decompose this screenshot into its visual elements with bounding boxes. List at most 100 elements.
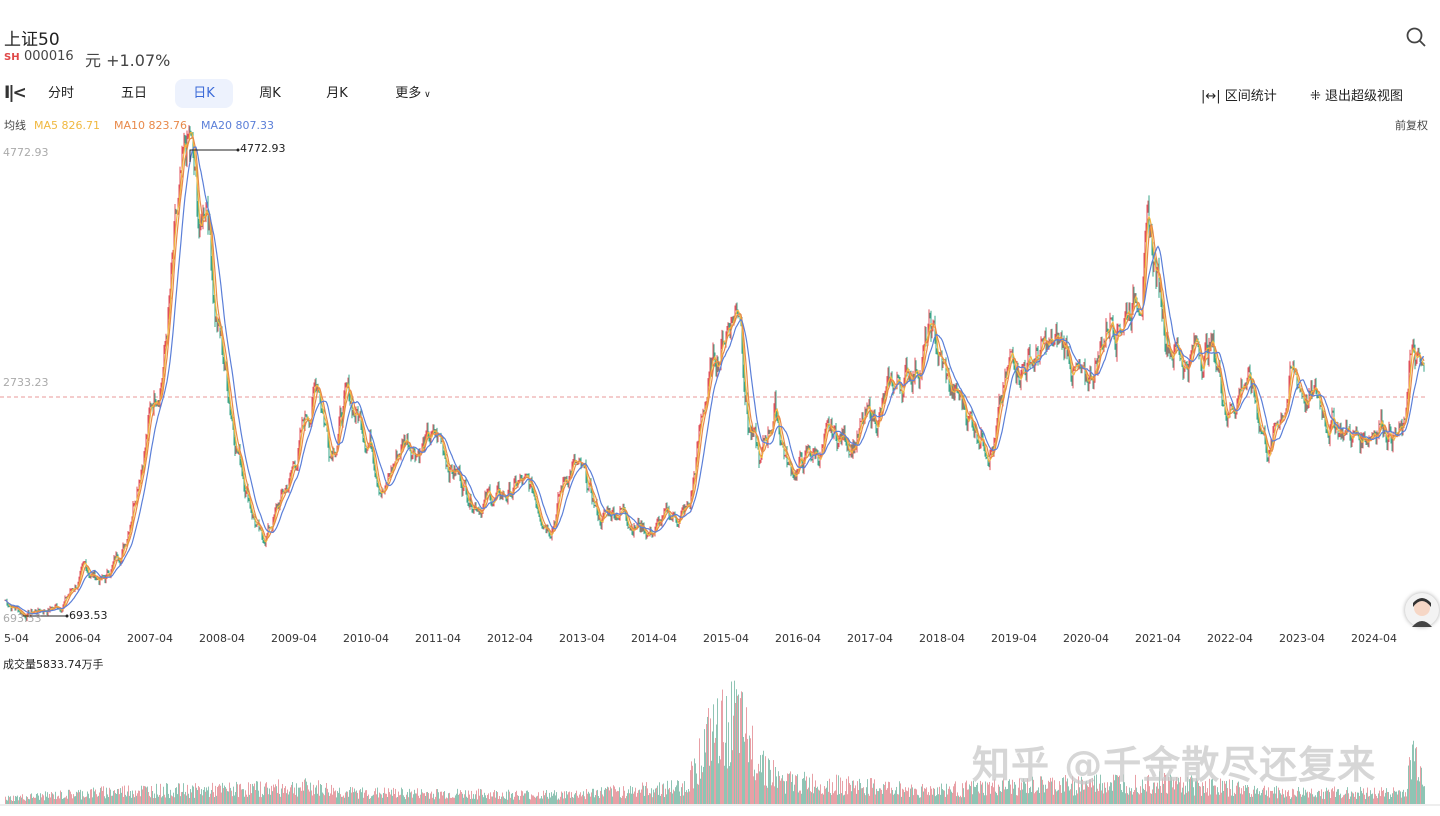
volume-bar <box>659 782 660 804</box>
volume-bar <box>271 785 272 804</box>
volume-bar <box>1047 788 1048 804</box>
volume-bar <box>383 792 384 804</box>
volume-bar <box>845 791 846 804</box>
volume-bar <box>488 793 489 804</box>
volume-bar <box>895 790 896 804</box>
volume-bar <box>827 780 828 804</box>
tab-intraday[interactable]: 分时 <box>47 86 74 101</box>
volume-bar <box>1343 795 1344 804</box>
volume-bar <box>1275 793 1276 804</box>
volume-bar <box>927 794 928 804</box>
tab-weekly-k[interactable]: 周K <box>259 86 281 101</box>
volume-bar <box>1170 774 1171 804</box>
volume-bar <box>380 793 381 804</box>
volume-bar <box>1120 784 1121 804</box>
volume-bar <box>385 793 386 804</box>
tab-five-day[interactable]: 五日 <box>120 86 147 101</box>
volume-bar <box>151 786 152 804</box>
volume-bar <box>318 780 319 804</box>
volume-bar <box>745 733 746 804</box>
volume-bar <box>221 792 222 804</box>
volume-bar <box>524 793 525 804</box>
volume-bar <box>1394 790 1395 804</box>
volume-bar <box>926 787 927 804</box>
volume-bar <box>1297 790 1298 804</box>
kline-toggle-icon[interactable]: I|< <box>4 83 27 103</box>
volume-bar <box>769 760 770 804</box>
volume-bar <box>925 788 926 804</box>
volume-bar <box>360 789 361 804</box>
volume-bar <box>572 797 573 804</box>
volume-bar <box>685 792 686 804</box>
volume-bar <box>24 799 25 804</box>
volume-bar <box>583 791 584 804</box>
volume-bar <box>42 794 43 804</box>
tab-more[interactable]: 更多 ∨ <box>384 79 442 108</box>
volume-bar <box>200 794 201 804</box>
volume-bar <box>600 790 601 804</box>
volume-bar <box>180 796 181 804</box>
adjust-mode-button[interactable]: 前复权 <box>1395 119 1428 132</box>
volume-bar <box>718 763 719 804</box>
tab-daily-k[interactable]: 日K <box>175 79 233 108</box>
volume-bar <box>1168 777 1169 804</box>
volume-bar <box>1189 779 1190 804</box>
volume-bar <box>725 742 726 804</box>
volume-bar <box>1176 777 1177 804</box>
volume-bar <box>1159 771 1160 804</box>
volume-bar <box>34 797 35 804</box>
volume-bar <box>61 792 62 804</box>
volume-bar <box>589 793 590 804</box>
x-tick-label: 2013-04 <box>559 632 605 645</box>
volume-bar <box>573 797 574 804</box>
volume-bar <box>408 797 409 804</box>
volume-bar <box>1044 792 1045 804</box>
volume-bar <box>1051 781 1052 804</box>
volume-bar <box>473 794 474 804</box>
volume-bar <box>464 794 465 804</box>
search-icon[interactable] <box>1405 26 1427 48</box>
volume-bar <box>1134 790 1135 804</box>
volume-bar <box>722 689 723 804</box>
x-tick-label: 2014-04 <box>631 632 677 645</box>
volume-bar <box>974 786 975 804</box>
volume-bar <box>1257 788 1258 804</box>
volume-bar <box>477 799 478 804</box>
volume-bar <box>170 789 171 804</box>
volume-bar <box>259 796 260 804</box>
volume-bar <box>452 797 453 804</box>
volume-bar <box>752 725 753 804</box>
volume-bar <box>366 790 367 804</box>
volume-bar <box>987 782 988 804</box>
range-stats-button[interactable]: |↔| 区间统计 <box>1201 85 1277 104</box>
volume-bar <box>810 791 811 804</box>
volume-bar <box>961 797 962 804</box>
volume-bar <box>511 793 512 804</box>
volume-bar <box>673 789 674 804</box>
volume-bar <box>101 786 102 804</box>
volume-bar <box>1038 787 1039 804</box>
assistant-avatar[interactable] <box>1405 593 1439 627</box>
volume-bar <box>300 787 301 804</box>
volume-bar <box>1395 791 1396 804</box>
volume-bar <box>839 794 840 804</box>
volume-bar <box>1424 786 1425 804</box>
volume-bar <box>1196 778 1197 804</box>
volume-bar <box>1370 790 1371 804</box>
chevron-down-icon: ∨ <box>421 90 431 100</box>
volume-bar <box>1345 793 1346 804</box>
volume-bar <box>1380 796 1381 804</box>
exit-super-view-button[interactable]: ⁜ 退出超级视图 <box>1310 85 1403 104</box>
volume-bar <box>31 793 32 804</box>
volume-bar <box>712 731 713 804</box>
volume-bar <box>549 792 550 804</box>
x-tick-label: 2020-04 <box>1063 632 1109 645</box>
volume-bar <box>1043 784 1044 804</box>
tab-monthly-k[interactable]: 月K <box>326 86 348 101</box>
volume-bar <box>518 795 519 804</box>
volume-bar <box>381 794 382 804</box>
volume-bar <box>7 800 8 804</box>
volume-bar <box>628 789 629 804</box>
volume-bar <box>64 797 65 804</box>
